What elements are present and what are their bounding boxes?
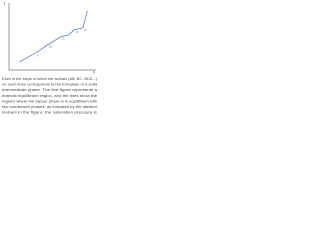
caption-line: regions where the vapour phase is in equ… xyxy=(2,99,97,103)
point-label: C xyxy=(63,37,66,41)
point-label: E xyxy=(84,28,86,32)
series-line xyxy=(19,10,88,63)
caption-line: eutectic equilibrium region, and the lin… xyxy=(2,94,97,98)
caption-line: Each of the steps of which the isobars (… xyxy=(2,77,97,81)
x-axis-label: x xyxy=(93,69,95,74)
caption-line: on such lines corresponds to the formati… xyxy=(2,83,97,87)
figure: T x A B C D E Each of the steps of which the … xyxy=(0,0,100,119)
background xyxy=(0,0,100,119)
caption-line: two condensed phases, as indicated by th… xyxy=(2,105,97,109)
y-axis-label: T xyxy=(3,1,6,6)
caption-line: intermediate phase. The first figure rep… xyxy=(2,88,97,92)
point-label: A xyxy=(37,53,39,57)
caption-line: isobars in the figure; the saturation pr… xyxy=(2,111,97,115)
point-label: D xyxy=(76,30,79,34)
point-label: B xyxy=(50,45,52,49)
